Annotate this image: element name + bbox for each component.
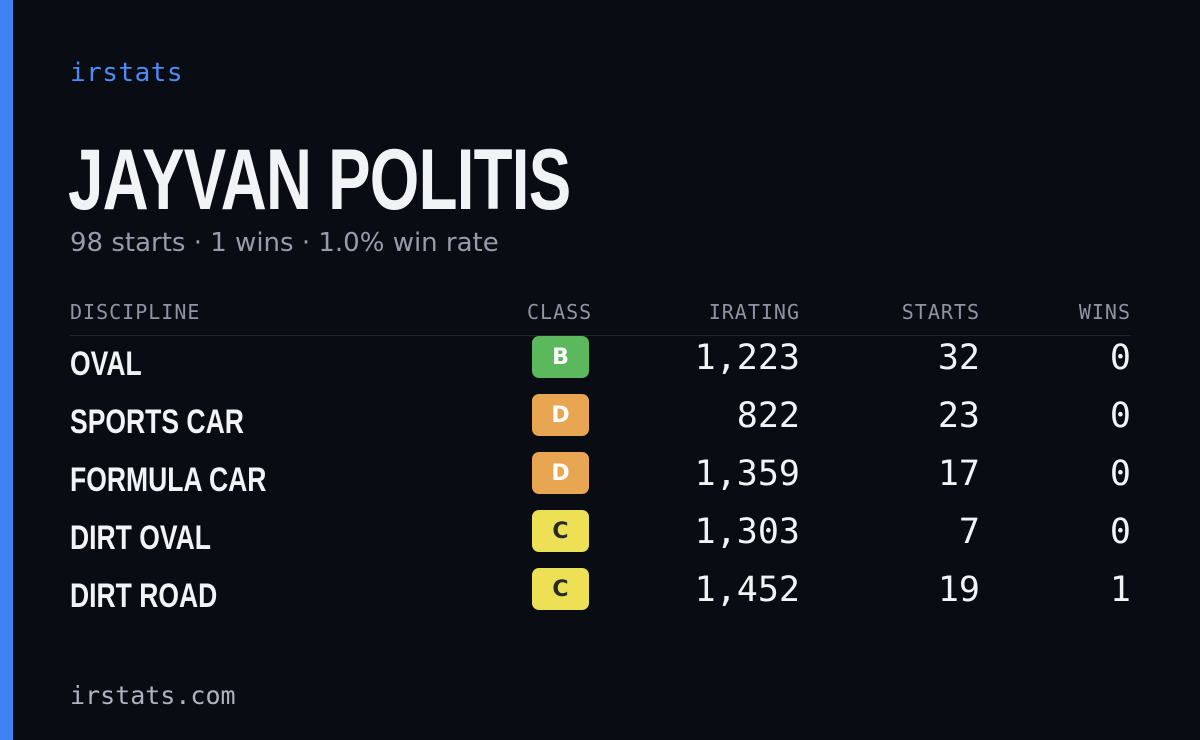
table-row: DIRT ROAD C 1,452 19 1 [70,568,1131,626]
table-row: SPORTS CAR D 822 23 0 [70,394,1131,452]
discipline-name: DIRT ROAD [70,577,218,615]
stats-table: DISCIPLINE CLASS IRATING STARTS WINS OVA… [70,296,1131,626]
starts-value: 7 [958,512,980,552]
footer-domain: irstats.com [70,681,236,710]
irating-value: 1,303 [694,512,800,552]
irating-value: 1,223 [694,338,800,378]
wins-value: 0 [1109,338,1131,378]
summary-separator: · [193,228,202,258]
discipline-name: FORMULA CAR [70,461,267,499]
brand-logo-text: irstats [70,58,184,88]
irating-value: 1,359 [694,454,800,494]
discipline-name: OVAL [70,345,142,383]
class-badge: D [532,452,589,494]
class-badge: D [532,394,589,436]
wins-value: 0 [1109,512,1131,552]
table-row: OVAL B 1,223 32 0 [70,336,1131,394]
win-rate-summary: 1.0% win rate [318,228,499,258]
class-badge: B [532,336,589,378]
accent-bar [0,0,13,740]
header-class: CLASS [527,300,593,324]
starts-summary: 98 starts [70,228,186,258]
header-starts: STARTS [901,300,980,324]
discipline-name: SPORTS CAR [70,403,244,441]
header-wins: WINS [1078,300,1131,324]
wins-value: 0 [1109,396,1131,436]
summary-separator: · [301,228,311,258]
class-badge: C [532,510,589,552]
wins-value: 1 [1109,570,1131,610]
starts-value: 32 [937,338,980,378]
header-irating: IRATING [708,300,800,324]
table-header: DISCIPLINE CLASS IRATING STARTS WINS [70,296,1131,336]
wins-value: 0 [1109,454,1131,494]
irating-value: 1,452 [694,570,800,610]
driver-name: JAYVAN POLITIS [68,132,571,228]
starts-value: 19 [937,570,980,610]
starts-value: 23 [937,396,980,436]
table-row: FORMULA CAR D 1,359 17 0 [70,452,1131,510]
driver-summary: 98 starts · 1 wins · 1.0% win rate [70,228,499,258]
irating-value: 822 [736,396,800,436]
starts-value: 17 [937,454,980,494]
discipline-name: DIRT OVAL [70,519,211,557]
table-row: DIRT OVAL C 1,303 7 0 [70,510,1131,568]
class-badge: C [532,568,589,610]
wins-summary: 1 wins [210,228,294,258]
header-discipline: DISCIPLINE [70,300,201,324]
